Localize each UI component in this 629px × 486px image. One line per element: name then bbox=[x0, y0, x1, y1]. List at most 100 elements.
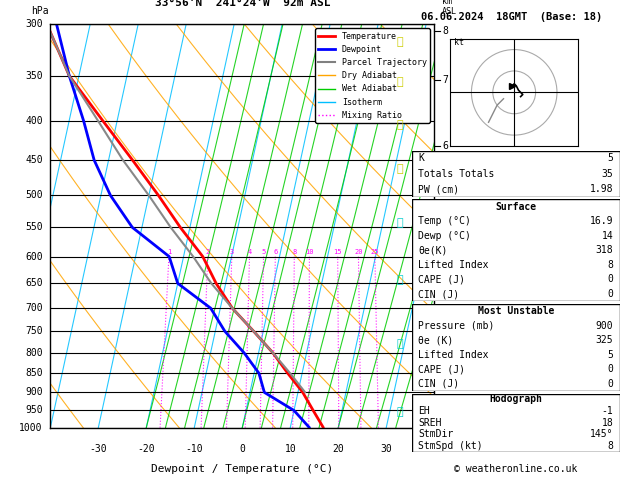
Text: θe (K): θe (K) bbox=[418, 335, 454, 345]
Text: 600: 600 bbox=[25, 252, 43, 261]
Text: 4: 4 bbox=[442, 269, 448, 279]
Text: ⤡: ⤡ bbox=[396, 218, 403, 228]
FancyBboxPatch shape bbox=[412, 151, 620, 197]
Text: 6: 6 bbox=[442, 141, 448, 152]
Text: Lifted Index: Lifted Index bbox=[418, 260, 489, 270]
Text: 650: 650 bbox=[25, 278, 43, 288]
Text: ⤡: ⤡ bbox=[396, 339, 403, 348]
Text: 145°: 145° bbox=[590, 430, 613, 439]
Text: 3: 3 bbox=[230, 248, 234, 255]
Text: 318: 318 bbox=[596, 245, 613, 255]
Text: 10: 10 bbox=[284, 444, 296, 454]
Text: 35: 35 bbox=[601, 169, 613, 179]
Text: 800: 800 bbox=[25, 348, 43, 358]
Text: 0: 0 bbox=[608, 289, 613, 299]
Text: EH: EH bbox=[418, 406, 430, 416]
Text: StmDir: StmDir bbox=[418, 430, 454, 439]
Text: 5: 5 bbox=[262, 248, 265, 255]
Text: 3: 3 bbox=[442, 320, 448, 330]
Text: 7: 7 bbox=[442, 75, 448, 85]
Text: 5: 5 bbox=[608, 350, 613, 360]
Text: 06.06.2024  18GMT  (Base: 18): 06.06.2024 18GMT (Base: 18) bbox=[421, 12, 603, 22]
Text: Dewpoint / Temperature (°C): Dewpoint / Temperature (°C) bbox=[151, 464, 333, 474]
FancyBboxPatch shape bbox=[412, 304, 620, 391]
Text: ⤡: ⤡ bbox=[396, 275, 403, 285]
Text: Lifted Index: Lifted Index bbox=[418, 350, 489, 360]
Text: © weatheronline.co.uk: © weatheronline.co.uk bbox=[454, 464, 577, 474]
Text: 1.98: 1.98 bbox=[590, 184, 613, 194]
Text: 550: 550 bbox=[25, 223, 43, 232]
Text: 700: 700 bbox=[25, 303, 43, 313]
Text: 8: 8 bbox=[442, 26, 448, 36]
Text: Totals Totals: Totals Totals bbox=[418, 169, 494, 179]
Text: 450: 450 bbox=[25, 155, 43, 165]
Text: PW (cm): PW (cm) bbox=[418, 184, 459, 194]
Text: 10: 10 bbox=[305, 248, 314, 255]
Text: 8: 8 bbox=[292, 248, 296, 255]
Text: 0: 0 bbox=[608, 379, 613, 389]
FancyBboxPatch shape bbox=[412, 394, 620, 452]
Text: Dewp (°C): Dewp (°C) bbox=[418, 231, 471, 241]
Text: 1: 1 bbox=[442, 406, 448, 416]
Text: -20: -20 bbox=[138, 444, 155, 454]
Text: LCL: LCL bbox=[442, 405, 460, 416]
Text: CIN (J): CIN (J) bbox=[418, 379, 459, 389]
Text: 900: 900 bbox=[596, 321, 613, 330]
Text: 400: 400 bbox=[25, 116, 43, 126]
Text: StmSpd (kt): StmSpd (kt) bbox=[418, 441, 483, 451]
Text: 0: 0 bbox=[608, 364, 613, 374]
Text: 15: 15 bbox=[333, 248, 342, 255]
Text: -30: -30 bbox=[89, 444, 107, 454]
FancyBboxPatch shape bbox=[412, 199, 620, 301]
Text: Surface: Surface bbox=[495, 202, 537, 211]
Text: ⤢: ⤢ bbox=[396, 37, 403, 47]
Text: 5: 5 bbox=[608, 154, 613, 163]
Text: 900: 900 bbox=[25, 387, 43, 398]
Text: ⤢: ⤢ bbox=[396, 77, 403, 87]
Text: 0: 0 bbox=[608, 275, 613, 284]
Text: 2: 2 bbox=[206, 248, 210, 255]
Text: 20: 20 bbox=[332, 444, 344, 454]
Text: Temp (°C): Temp (°C) bbox=[418, 216, 471, 226]
Text: Hodograph: Hodograph bbox=[489, 395, 542, 404]
Text: km
ASL: km ASL bbox=[442, 0, 457, 16]
Text: 750: 750 bbox=[25, 326, 43, 336]
Text: 40: 40 bbox=[428, 444, 440, 454]
Text: 18: 18 bbox=[601, 418, 613, 428]
Text: hPa: hPa bbox=[31, 6, 49, 16]
Text: 25: 25 bbox=[370, 248, 379, 255]
Text: 950: 950 bbox=[25, 405, 43, 416]
Text: 0: 0 bbox=[240, 444, 245, 454]
Text: CAPE (J): CAPE (J) bbox=[418, 364, 465, 374]
Legend: Temperature, Dewpoint, Parcel Trajectory, Dry Adiabat, Wet Adiabat, Isotherm, Mi: Temperature, Dewpoint, Parcel Trajectory… bbox=[315, 29, 430, 123]
Text: θe(K): θe(K) bbox=[418, 245, 448, 255]
Text: SREH: SREH bbox=[418, 418, 442, 428]
Text: kt: kt bbox=[454, 38, 464, 47]
Text: ⤢: ⤢ bbox=[396, 120, 403, 130]
Text: 2: 2 bbox=[442, 365, 448, 376]
Text: 16.9: 16.9 bbox=[590, 216, 613, 226]
Text: -10: -10 bbox=[186, 444, 203, 454]
Text: 8: 8 bbox=[608, 441, 613, 451]
Text: 6: 6 bbox=[273, 248, 277, 255]
Text: Most Unstable: Most Unstable bbox=[477, 306, 554, 316]
Text: 325: 325 bbox=[596, 335, 613, 345]
Text: 33°56'N  241°24'W  92m ASL: 33°56'N 241°24'W 92m ASL bbox=[155, 0, 330, 8]
Text: ⤡: ⤡ bbox=[396, 407, 403, 417]
Text: 850: 850 bbox=[25, 368, 43, 378]
Text: -1: -1 bbox=[601, 406, 613, 416]
Text: 300: 300 bbox=[25, 19, 43, 29]
Text: 14: 14 bbox=[601, 231, 613, 241]
Text: 30: 30 bbox=[381, 444, 392, 454]
Text: CAPE (J): CAPE (J) bbox=[418, 275, 465, 284]
Text: 350: 350 bbox=[25, 71, 43, 81]
Text: 4: 4 bbox=[247, 248, 252, 255]
Text: CIN (J): CIN (J) bbox=[418, 289, 459, 299]
Text: Pressure (mb): Pressure (mb) bbox=[418, 321, 494, 330]
Text: K: K bbox=[418, 154, 424, 163]
Text: 5: 5 bbox=[442, 219, 448, 229]
Text: 1000: 1000 bbox=[19, 423, 43, 433]
Text: 500: 500 bbox=[25, 191, 43, 200]
Text: 8: 8 bbox=[608, 260, 613, 270]
Text: ⤢: ⤢ bbox=[396, 164, 403, 174]
